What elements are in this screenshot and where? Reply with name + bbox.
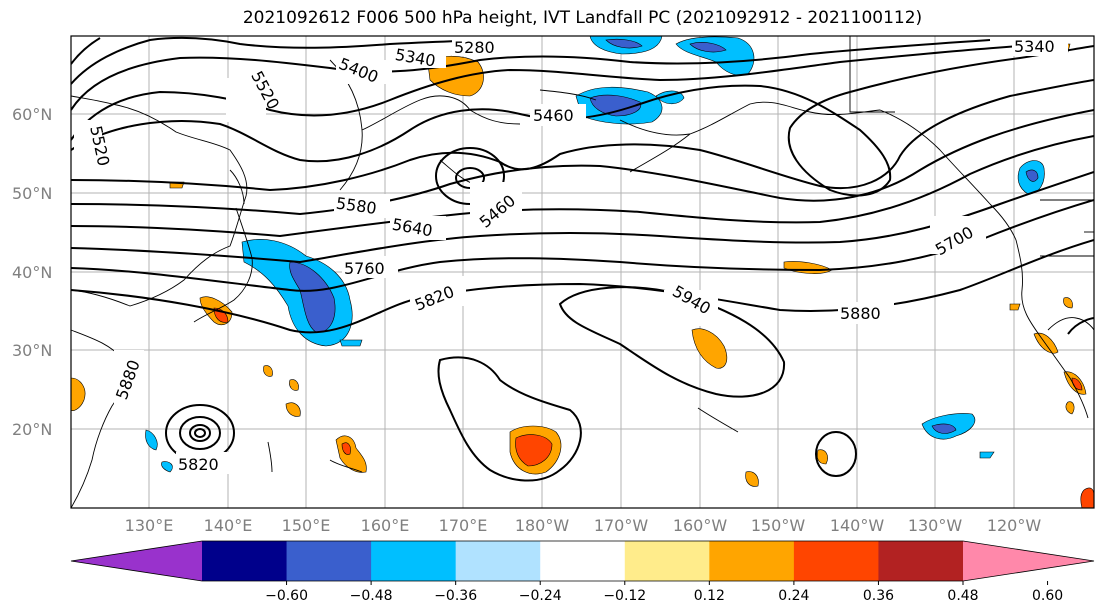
lon-label: 160°W bbox=[673, 516, 728, 535]
colorbar-tick-label: 0.12 bbox=[694, 588, 725, 601]
colorbar-tick-label: −0.48 bbox=[350, 588, 393, 601]
colorbar-tick-label: 0.48 bbox=[947, 588, 978, 601]
height-contours bbox=[71, 36, 1094, 482]
map-title: 2021092612 F006 500 hPa height, IVT Land… bbox=[242, 8, 923, 28]
lon-label: 120°W bbox=[987, 516, 1042, 535]
lon-label: 180°W bbox=[515, 516, 570, 535]
lat-label: 60°N bbox=[12, 105, 52, 124]
colorbar-tick-label: −0.60 bbox=[265, 588, 308, 601]
lat-label: 50°N bbox=[12, 184, 52, 203]
contour-label: 5820 bbox=[178, 455, 219, 474]
colorbar: −0.60 −0.48 −0.36 −0.24 −0.12 0.12 0.24 0.36 0.4… bbox=[70, 540, 1095, 601]
lon-label: 170°W bbox=[594, 516, 649, 535]
map-border bbox=[70, 35, 1095, 509]
colorbar-segment bbox=[793, 541, 879, 581]
contour-5880-main bbox=[71, 239, 1094, 334]
colorbar-segment bbox=[286, 541, 372, 581]
colorbar-segment bbox=[878, 541, 964, 581]
colorbar-segment bbox=[202, 541, 288, 581]
lon-label: 130°W bbox=[908, 516, 963, 535]
colorbar-tick-label: 0.60 bbox=[1032, 588, 1063, 601]
contour-label: 5760 bbox=[344, 259, 385, 278]
lon-label: 140°W bbox=[830, 516, 885, 535]
lon-label: 150°E bbox=[282, 516, 331, 535]
coast-asia bbox=[71, 95, 248, 307]
colorbar-segment bbox=[455, 541, 541, 581]
colorbar-extension-high bbox=[963, 541, 1094, 581]
lon-label: 150°W bbox=[751, 516, 806, 535]
lon-label: 130°E bbox=[125, 516, 174, 535]
lat-label: 40°N bbox=[12, 263, 52, 282]
colorbar-segment bbox=[624, 541, 710, 581]
lon-label: 140°E bbox=[204, 516, 253, 535]
coast-north-america bbox=[989, 203, 1089, 419]
colorbar-tick-label: −0.36 bbox=[434, 588, 477, 601]
contour-label: 5880 bbox=[840, 304, 881, 323]
ivt-shading bbox=[71, 36, 1094, 508]
contour-labels: 5280 5340 5340 5400 5460 5460 5520 5520 … bbox=[74, 36, 1068, 474]
latitude-labels: 20°N 30°N 40°N 50°N 60°N bbox=[12, 105, 52, 439]
colorbar-tick-label: −0.12 bbox=[603, 588, 646, 601]
contour-label: 5460 bbox=[533, 106, 574, 125]
contour-5940 bbox=[558, 286, 786, 398]
lon-label: 160°E bbox=[361, 516, 410, 535]
colorbar-segment bbox=[540, 541, 626, 581]
lon-label: 170°E bbox=[439, 516, 488, 535]
longitude-labels: 130°E 140°E 150°E 160°E 170°E 180°W 170°… bbox=[125, 516, 1042, 535]
colorbar-tick-label: −0.24 bbox=[519, 588, 562, 601]
lat-label: 30°N bbox=[12, 341, 52, 360]
contour-label: 5340 bbox=[1014, 37, 1055, 56]
colorbar-tick-label: 0.36 bbox=[863, 588, 894, 601]
colorbar-tick-label: 0.24 bbox=[778, 588, 809, 601]
colorbar-extension-low bbox=[71, 541, 202, 581]
colorbar-segment bbox=[709, 541, 795, 581]
contour-label: 5280 bbox=[454, 38, 495, 57]
lat-label: 20°N bbox=[12, 420, 52, 439]
colorbar-segment bbox=[371, 541, 457, 581]
